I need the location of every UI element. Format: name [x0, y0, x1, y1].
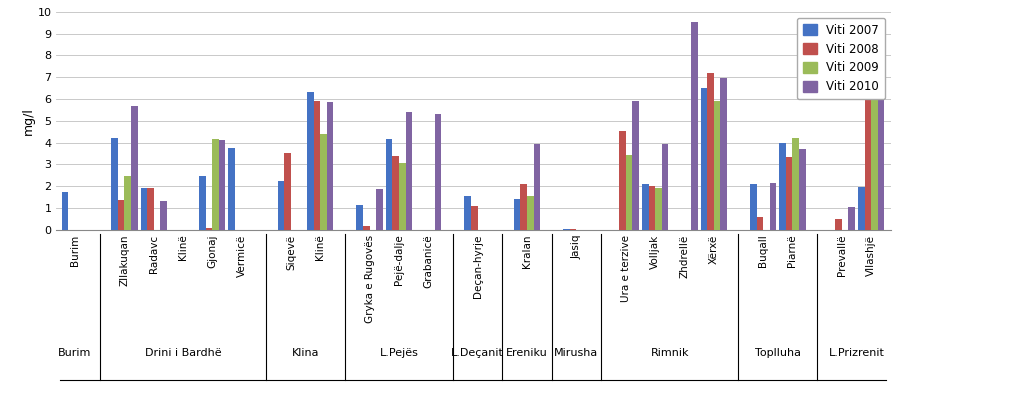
Bar — [206, 227, 212, 230]
Bar — [327, 102, 334, 230]
Bar — [785, 157, 793, 230]
Bar — [112, 138, 118, 230]
Bar — [757, 217, 763, 230]
Text: Rimnik: Rimnik — [650, 348, 689, 358]
Bar — [61, 192, 69, 230]
Bar — [327, 126, 334, 230]
Bar — [435, 114, 441, 230]
Bar — [708, 73, 714, 230]
Bar — [212, 139, 219, 230]
Bar — [793, 138, 799, 230]
Bar — [750, 184, 757, 230]
Bar — [313, 153, 321, 230]
Bar — [386, 139, 392, 230]
Text: Ereniku: Ereniku — [506, 348, 548, 358]
Bar — [691, 22, 697, 230]
Bar — [648, 186, 655, 230]
Bar — [219, 140, 225, 230]
Bar — [871, 75, 878, 230]
Bar — [131, 105, 137, 230]
Bar — [514, 199, 520, 230]
Bar — [720, 78, 727, 230]
Bar — [655, 188, 662, 230]
Bar — [700, 88, 708, 230]
Bar — [161, 202, 167, 230]
Bar — [140, 188, 147, 230]
Bar — [836, 219, 842, 230]
Bar — [626, 154, 633, 230]
Bar — [313, 101, 321, 230]
Text: Drini i Bardhë: Drini i Bardhë — [144, 348, 221, 358]
Bar — [118, 200, 124, 230]
Bar — [406, 112, 412, 230]
Bar — [799, 149, 806, 230]
Bar — [199, 176, 206, 230]
Bar — [124, 176, 131, 230]
Bar — [520, 184, 527, 230]
Bar — [714, 101, 720, 230]
Bar — [633, 101, 639, 230]
Bar — [858, 187, 864, 230]
Bar — [878, 59, 885, 230]
Bar — [228, 148, 234, 230]
Bar — [321, 182, 327, 230]
Bar — [392, 156, 399, 230]
Bar — [278, 181, 285, 230]
Bar — [471, 206, 477, 230]
Text: L.Prizrenit: L.Prizrenit — [828, 348, 885, 358]
Text: L.Pejës: L.Pejës — [380, 348, 419, 358]
Bar — [563, 228, 570, 230]
Bar — [534, 144, 541, 230]
Bar — [570, 228, 577, 230]
Bar — [356, 205, 364, 230]
Bar — [321, 134, 327, 230]
Bar — [642, 184, 648, 230]
Bar — [620, 131, 626, 230]
Bar — [307, 92, 313, 230]
Bar — [662, 144, 669, 230]
Text: Burim: Burim — [58, 348, 92, 358]
Bar — [307, 158, 313, 230]
Text: Mirusha: Mirusha — [554, 348, 599, 358]
Bar — [399, 163, 406, 230]
Text: Klina: Klina — [292, 348, 319, 358]
Text: Toplluha: Toplluha — [755, 348, 801, 358]
Bar — [147, 188, 154, 230]
Bar — [864, 83, 871, 230]
Bar — [285, 153, 291, 230]
Bar — [465, 196, 471, 230]
Y-axis label: mg/l: mg/l — [22, 107, 35, 135]
Legend: Viti 2007, Viti 2008, Viti 2009, Viti 2010: Viti 2007, Viti 2008, Viti 2009, Viti 20… — [797, 18, 885, 99]
Bar — [376, 189, 383, 230]
Bar — [849, 207, 855, 230]
Bar — [770, 183, 776, 230]
Bar — [364, 227, 370, 230]
Text: L.Deçanit: L.Deçanit — [452, 348, 504, 358]
Bar — [779, 143, 785, 230]
Bar — [527, 196, 534, 230]
